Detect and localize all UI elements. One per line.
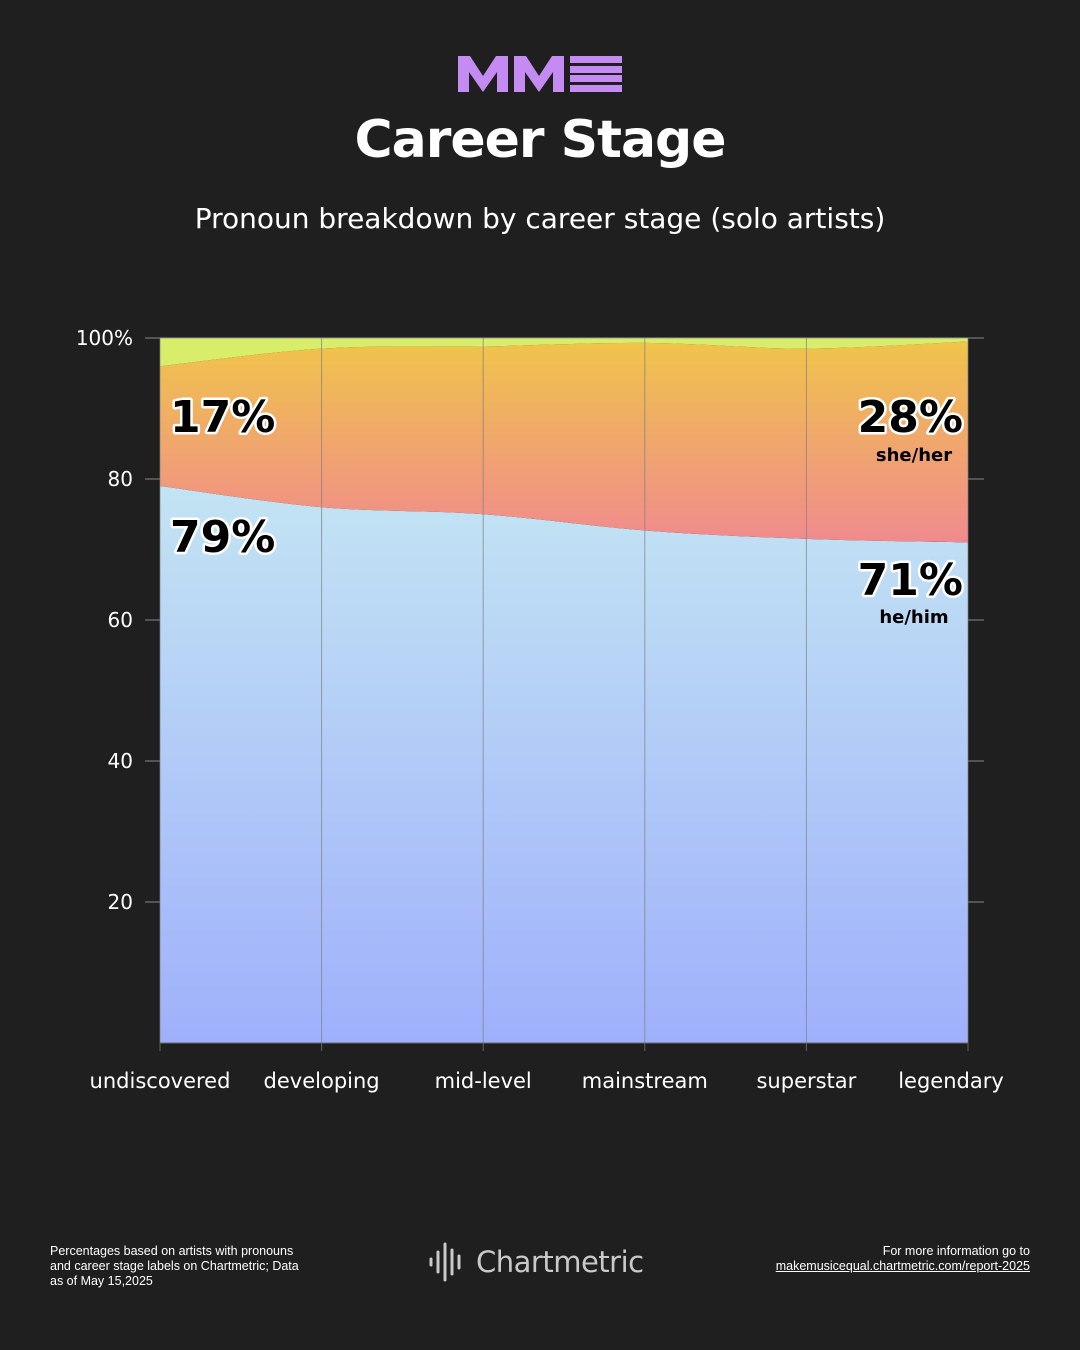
footer-link-intro: For more information go to (882, 1244, 1030, 1258)
footer-note-line: Percentages based on artists with pronou… (50, 1244, 294, 1258)
x-tick-label: undiscovered (90, 1069, 231, 1093)
mme-logo (458, 56, 622, 92)
x-tick-label: mid-level (435, 1069, 532, 1093)
waveform-icon (429, 1242, 461, 1282)
area-layer (160, 338, 968, 1043)
footer-note-line: as of May 15,2025 (50, 1274, 153, 1288)
chart-title: Career Stage (354, 110, 726, 170)
chartmetric-wordmark: Chartmetric (476, 1245, 644, 1279)
axis-layer: 100% 80 60 40 20 undiscovered developing mid-le… (76, 326, 1004, 1093)
data-label-she-her-undiscovered: 17% (170, 392, 275, 443)
legend-label-he-him: he/him (879, 607, 948, 628)
y-tick-label: 60 (108, 608, 133, 632)
report-link[interactable]: makemusicequal.chartmetric.com/report-20… (775, 1259, 1030, 1273)
data-label-he-him-legendary: 71% (858, 555, 963, 606)
y-tick-label: 40 (108, 749, 133, 773)
chart-subtitle: Pronoun breakdown by career stage (solo … (194, 202, 886, 235)
grid-layer (145, 337, 984, 1051)
footer-link-block: For more information go to makemusicequa… (776, 1244, 1030, 1274)
legend-label-she-her: she/her (876, 445, 952, 466)
area-series-she-her (160, 341, 968, 543)
label-layer: 17% 79% 28%she/her 71%he/him (168, 390, 966, 629)
footer-note: Percentages based on artists with pronou… (50, 1244, 320, 1289)
x-tick-label: legendary (898, 1069, 1004, 1093)
chartmetric-brand: Chartmetric (428, 1240, 644, 1284)
area-series-he-him (160, 486, 968, 1043)
y-tick-label: 20 (108, 890, 133, 914)
y-tick-label: 80 (108, 467, 133, 491)
data-label-she-her-legendary: 28% (858, 392, 963, 443)
footer-note-line: and career stage labels on Chartmetric; … (50, 1259, 299, 1273)
x-tick-label: mainstream (582, 1069, 708, 1093)
y-tick-label: 100% (76, 326, 133, 350)
data-label-he-him-undiscovered: 79% (170, 512, 275, 563)
area-series-other (160, 338, 968, 367)
x-tick-label: developing (264, 1069, 380, 1093)
x-tick-label: superstar (756, 1069, 856, 1093)
stacked-area-chart: 100% 80 60 40 20 undiscovered developing mid-le… (76, 326, 1004, 1093)
